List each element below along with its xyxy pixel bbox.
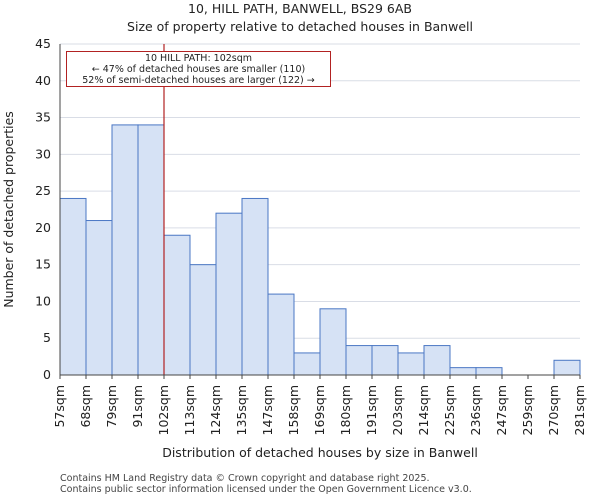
annotation-line-3: 52% of semi-detached houses are larger (… [82, 75, 315, 86]
x-tick-label: 191sqm [364, 385, 379, 435]
y-tick-label: 40 [35, 73, 51, 88]
histogram-bar [163, 234, 191, 376]
x-tick-label: 281sqm [572, 385, 587, 435]
histogram-bar [553, 359, 581, 376]
histogram-bar [449, 367, 477, 376]
y-tick-label: 10 [35, 293, 51, 308]
x-tick-label: 259sqm [520, 385, 535, 435]
x-tick-label: 203sqm [390, 385, 405, 435]
y-tick-label: 0 [43, 367, 51, 382]
x-tick-label: 102sqm [156, 385, 171, 435]
histogram-bar [267, 293, 295, 376]
x-tick-label: 57sqm [52, 385, 67, 428]
x-tick-label: 236sqm [468, 385, 483, 435]
histogram-bar [397, 352, 425, 376]
histogram-bar [371, 345, 399, 376]
histogram-bar [319, 308, 347, 376]
histogram-bar [137, 124, 165, 376]
histogram-bar [475, 367, 503, 376]
x-tick-label: 270sqm [546, 385, 561, 435]
x-tick-label: 79sqm [104, 385, 119, 428]
x-tick-label: 247sqm [494, 385, 509, 435]
x-tick-label: 91sqm [130, 385, 145, 428]
y-axis-label: Number of detached properties [1, 111, 16, 308]
x-tick-label: 225sqm [442, 385, 457, 435]
x-tick-label: 147sqm [260, 385, 275, 435]
histogram-bar [215, 212, 243, 376]
histogram-bar [189, 264, 217, 376]
x-tick-label: 124sqm [208, 385, 223, 435]
histogram-bar [59, 197, 87, 376]
y-tick-label: 20 [35, 220, 51, 235]
y-tick-label: 35 [35, 110, 51, 125]
y-tick-label: 45 [35, 36, 51, 51]
x-tick-label: 180sqm [338, 385, 353, 435]
footer-line-2: Contains public sector information licen… [60, 484, 472, 495]
property-annotation-box: 10 HILL PATH: 102sqm ← 47% of detached h… [66, 51, 331, 87]
x-tick-label: 68sqm [78, 385, 93, 428]
y-tick-label: 15 [35, 257, 51, 272]
y-tick-label: 25 [35, 183, 51, 198]
y-tick-label: 30 [35, 146, 51, 161]
annotation-line-2: ← 47% of detached houses are smaller (11… [91, 64, 306, 75]
x-tick-label: 135sqm [234, 385, 249, 435]
annotation-line-1: 10 HILL PATH: 102sqm [144, 53, 253, 64]
x-tick-label: 113sqm [182, 385, 197, 435]
x-tick-label: 214sqm [416, 385, 431, 435]
x-tick-label: 169sqm [312, 385, 327, 435]
histogram-bar [111, 124, 139, 376]
histogram-bar [345, 345, 373, 376]
histogram-bar [293, 352, 321, 376]
chart-title: 10, HILL PATH, BANWELL, BS29 6AB [188, 1, 412, 16]
chart-subtitle: Size of property relative to detached ho… [127, 19, 473, 34]
histogram-bar [423, 345, 451, 376]
x-tick-label: 158sqm [286, 385, 301, 435]
y-tick-label: 5 [43, 330, 51, 345]
histogram-bar [241, 197, 269, 376]
x-axis-label: Distribution of detached houses by size … [162, 445, 478, 460]
footer-line-1: Contains HM Land Registry data © Crown c… [60, 473, 430, 484]
histogram-bar [85, 220, 113, 376]
